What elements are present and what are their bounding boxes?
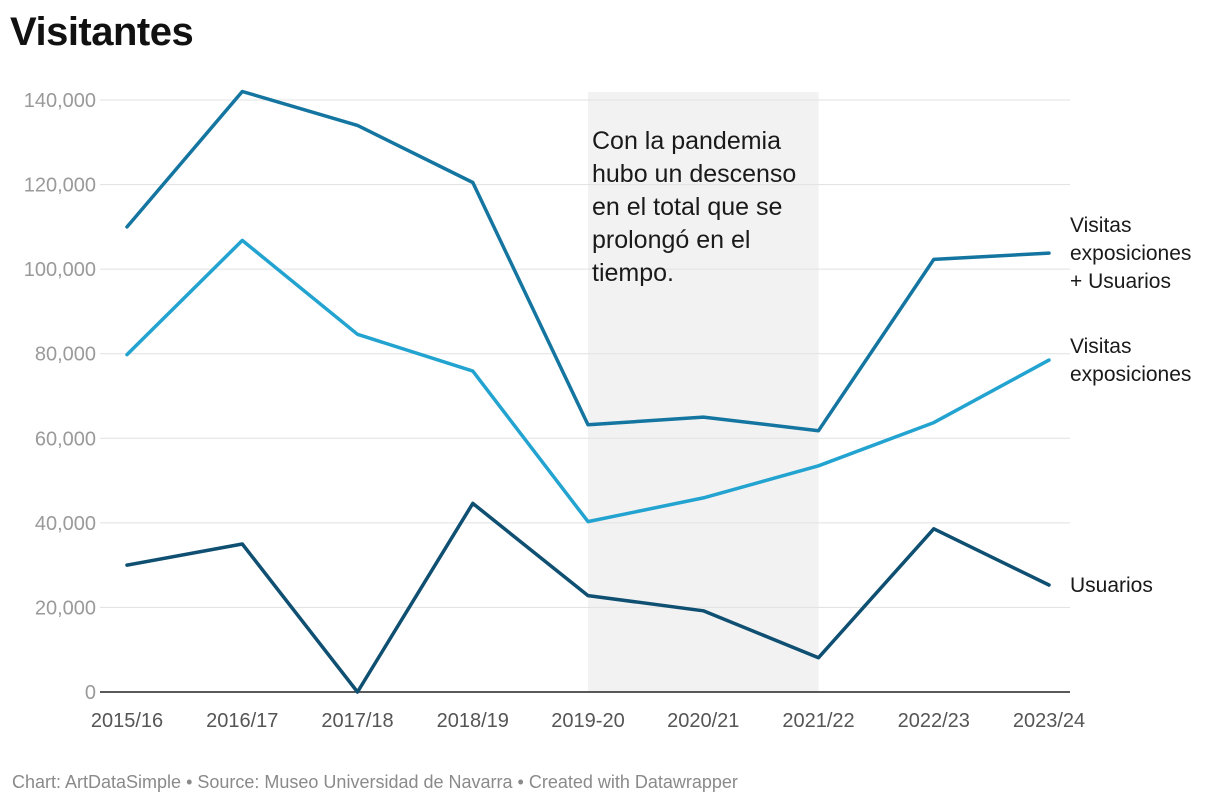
y-tick-label: 20,000 [35,597,96,619]
pandemic-highlight-band [588,92,819,692]
annotation: Con la pandemia hubo un descenso en el tot… [592,127,796,287]
y-tick-label: 100,000 [24,259,96,281]
series-label: Visitas exposiciones [1070,335,1191,386]
x-axis: 2015/16 2016/17 2017/18 2018/19 2019-20 2020/… [91,710,1085,732]
y-tick-label: 60,000 [35,428,96,450]
series-label: Visitas exposiciones + Usuarios [1070,214,1191,293]
x-tick-label: 2017/18 [321,710,393,732]
y-tick-label: 80,000 [35,344,96,366]
y-tick-label: 140,000 [24,90,96,112]
annotation-text: Con la pandemia hubo un descenso en el tot… [592,127,796,287]
x-tick-label: 2023/24 [1013,710,1085,732]
x-tick-label: 2019-20 [551,710,624,732]
x-tick-label: 2016/17 [206,710,278,732]
y-tick-label: 40,000 [35,513,96,535]
highlight-layer [588,92,819,692]
y-tick-label: 120,000 [24,175,96,197]
x-tick-label: 2021/22 [782,710,854,732]
chart-footer: Chart: ArtDataSimple • Source: Museo Uni… [12,772,738,792]
y-tick-label: 0 [85,682,96,704]
series-labels: Visitas exposiciones + Usuarios Visitas expo… [1070,214,1191,597]
series-label: Usuarios [1070,574,1153,597]
series-line-visitas-exposiciones-usuarios [125,89,1051,433]
y-axis: 0 20,000 40,000 60,000 80,000 100,000 120,000 1… [24,90,96,704]
x-tick-label: 2015/16 [91,710,163,732]
gridlines [100,99,1070,693]
series-line-usuarios [125,501,1051,694]
x-tick-label: 2022/23 [898,710,970,732]
x-tick-label: 2018/19 [437,710,509,732]
series-lines [125,89,1051,694]
chart-title: Visitantes [10,10,194,54]
x-tick-label: 2020/21 [667,710,739,732]
series-line-visitas-exposiciones [125,238,1051,524]
